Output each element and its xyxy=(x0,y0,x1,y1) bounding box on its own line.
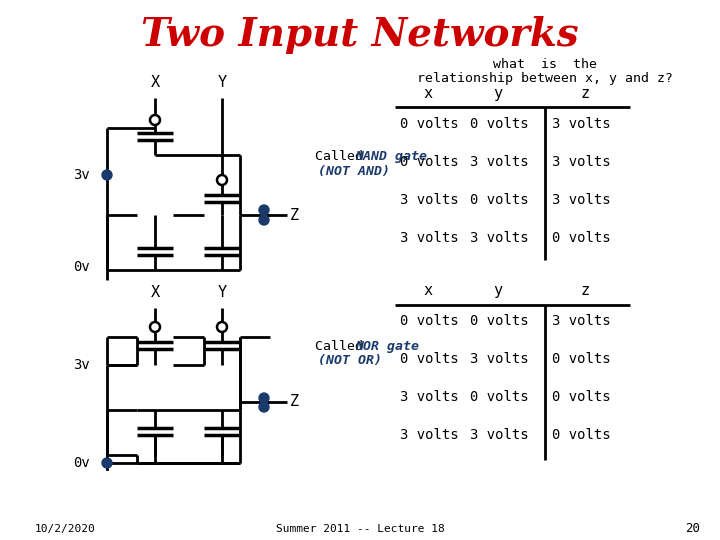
Text: 0 volts: 0 volts xyxy=(552,390,611,404)
Text: 0 volts: 0 volts xyxy=(470,314,528,328)
Text: Summer 2011 -- Lecture 18: Summer 2011 -- Lecture 18 xyxy=(276,524,444,534)
Circle shape xyxy=(259,393,269,403)
Text: 3v: 3v xyxy=(73,168,90,182)
Text: x: x xyxy=(423,283,433,298)
Text: 3 volts: 3 volts xyxy=(400,428,459,442)
Text: 3 volts: 3 volts xyxy=(552,155,611,169)
Text: Y: Y xyxy=(217,75,227,90)
Text: x: x xyxy=(423,86,433,101)
Text: z: z xyxy=(580,283,590,298)
Text: y: y xyxy=(493,86,503,101)
Text: y: y xyxy=(493,283,503,298)
Text: NAND gate: NAND gate xyxy=(355,150,427,163)
Text: Y: Y xyxy=(217,285,227,300)
Text: 3 volts: 3 volts xyxy=(470,231,528,245)
Text: (NOT AND): (NOT AND) xyxy=(318,165,390,178)
Text: X: X xyxy=(150,285,160,300)
Circle shape xyxy=(102,458,112,468)
Text: 3 volts: 3 volts xyxy=(470,352,528,366)
Text: 0 volts: 0 volts xyxy=(400,117,459,131)
Text: 3 volts: 3 volts xyxy=(470,428,528,442)
Text: Two Input Networks: Two Input Networks xyxy=(141,16,579,54)
Circle shape xyxy=(150,115,160,125)
Text: 0 volts: 0 volts xyxy=(400,314,459,328)
Circle shape xyxy=(150,322,160,332)
Text: 3v: 3v xyxy=(73,358,90,372)
Circle shape xyxy=(217,175,227,185)
Text: 0 volts: 0 volts xyxy=(470,390,528,404)
Circle shape xyxy=(217,322,227,332)
Text: 0 volts: 0 volts xyxy=(552,428,611,442)
Text: relationship between x, y and z?: relationship between x, y and z? xyxy=(417,72,673,85)
Text: 3 volts: 3 volts xyxy=(552,314,611,328)
Text: 0 volts: 0 volts xyxy=(552,231,611,245)
Text: 3 volts: 3 volts xyxy=(400,390,459,404)
Text: Called: Called xyxy=(315,150,371,163)
Text: 0 volts: 0 volts xyxy=(400,352,459,366)
Text: 0 volts: 0 volts xyxy=(470,193,528,207)
Text: Z: Z xyxy=(290,207,299,222)
Text: 3 volts: 3 volts xyxy=(552,117,611,131)
Text: Z: Z xyxy=(290,395,299,409)
Circle shape xyxy=(259,205,269,215)
Text: (NOT OR): (NOT OR) xyxy=(318,354,382,367)
Text: 3 volts: 3 volts xyxy=(400,193,459,207)
Text: 3 volts: 3 volts xyxy=(552,193,611,207)
Text: X: X xyxy=(150,75,160,90)
Text: Called: Called xyxy=(315,340,371,353)
Text: 0 volts: 0 volts xyxy=(400,155,459,169)
Circle shape xyxy=(259,402,269,412)
Text: 20: 20 xyxy=(685,522,700,535)
Text: z: z xyxy=(580,86,590,101)
Circle shape xyxy=(102,170,112,180)
Text: 10/2/2020: 10/2/2020 xyxy=(35,524,96,534)
Text: 3 volts: 3 volts xyxy=(470,155,528,169)
Text: 0 volts: 0 volts xyxy=(552,352,611,366)
Text: 0v: 0v xyxy=(73,260,90,274)
Text: what  is  the: what is the xyxy=(493,58,597,71)
Text: 3 volts: 3 volts xyxy=(400,231,459,245)
Text: 0v: 0v xyxy=(73,456,90,470)
Text: NOR gate: NOR gate xyxy=(355,340,419,353)
Text: 0 volts: 0 volts xyxy=(470,117,528,131)
Circle shape xyxy=(259,215,269,225)
